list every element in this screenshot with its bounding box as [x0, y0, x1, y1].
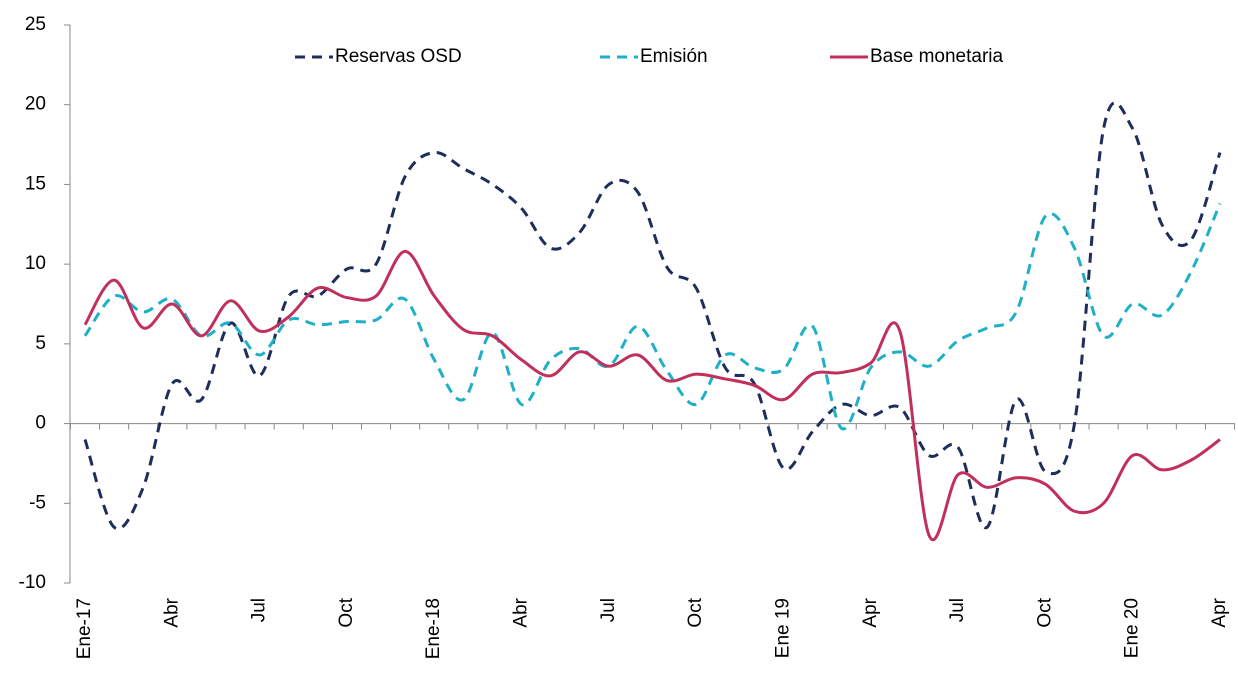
legend-label: Reservas OSD	[335, 46, 462, 67]
x-tick-label: Ene-18	[423, 598, 444, 659]
series-line	[83, 249, 1221, 541]
x-tick-label: Abr	[161, 597, 182, 627]
y-tick-label: 25	[25, 14, 46, 35]
y-tick-label: -10	[19, 572, 46, 593]
y-tick-label: -5	[29, 492, 46, 513]
x-tick-label: Oct	[685, 597, 706, 627]
x-tick-label: Jul	[598, 598, 619, 622]
series-line	[83, 101, 1222, 531]
series-line	[83, 202, 1222, 431]
x-tick-label: Jul	[947, 598, 968, 622]
x-tick-label: Ene 19	[772, 598, 793, 658]
x-tick-label: Ene 20	[1122, 598, 1143, 658]
x-tick-label: Apr	[860, 597, 881, 627]
x-tick-label: Oct	[1034, 597, 1055, 627]
x-tick-label: Ene-17	[74, 598, 95, 659]
x-tick-label: Apr	[1209, 597, 1230, 627]
x-tick-label: Oct	[336, 597, 357, 627]
legend-label: Emisión	[640, 46, 708, 67]
y-tick-label: 20	[25, 94, 46, 115]
x-tick-label: Jul	[249, 598, 270, 622]
y-tick-label: 5	[35, 333, 46, 354]
y-tick-label: 0	[35, 413, 46, 434]
legend-label: Base monetaria	[870, 46, 1004, 67]
x-tick-label: Abr	[511, 597, 532, 627]
y-tick-label: 10	[25, 253, 46, 274]
y-tick-label: 15	[25, 173, 46, 194]
